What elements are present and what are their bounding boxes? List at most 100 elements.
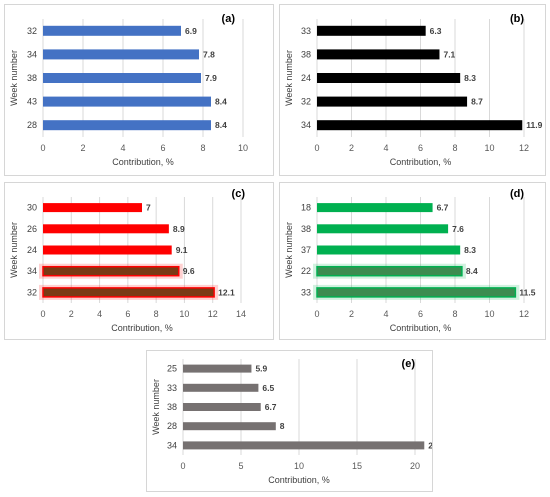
y-tick-label: 34	[27, 266, 37, 276]
x-tick-label: 8	[200, 143, 205, 153]
data-label: 9.1	[176, 245, 188, 255]
data-label: 6.9	[185, 26, 197, 36]
y-tick-label: 33	[301, 287, 311, 297]
bar	[43, 203, 142, 213]
bar	[43, 120, 211, 131]
x-tick-label: 0	[40, 309, 45, 319]
data-label: 7	[146, 203, 151, 213]
bar	[317, 73, 461, 83]
data-label: 7.9	[205, 73, 217, 83]
x-tick-label: 0	[314, 143, 319, 153]
y-tick-label: 33	[301, 26, 311, 36]
data-label: 8.4	[466, 266, 478, 276]
bar	[43, 224, 169, 234]
y-tick-label: 24	[27, 245, 37, 255]
x-tick-label: 6	[418, 309, 423, 319]
bar	[316, 287, 517, 298]
data-label: 6.5	[262, 383, 274, 393]
x-tick-label: 12	[519, 309, 529, 319]
x-axis-label: Contribution, %	[112, 157, 174, 167]
data-label: 8.7	[471, 97, 483, 107]
data-label: 8.4	[215, 97, 227, 107]
bar	[183, 403, 261, 411]
data-label: 11.5	[519, 287, 535, 297]
bar	[317, 49, 440, 60]
data-label: 6.7	[437, 203, 449, 213]
x-tick-label: 6	[125, 309, 130, 319]
data-label: 8.4	[215, 120, 227, 130]
data-label: 5.9	[255, 364, 267, 374]
chart-panel-a: 0 2 4 6 8 10 32 6.9 34 7.8 38 7.9 43 8.4 28 8.4 Contribu…	[4, 4, 274, 176]
panel-label: (a)	[222, 13, 236, 25]
bar	[183, 383, 259, 392]
bar	[43, 49, 199, 60]
panel-label: (e)	[402, 358, 416, 370]
y-tick-label: 38	[301, 49, 311, 59]
x-tick-label: 15	[352, 461, 362, 471]
x-tick-label: 12	[208, 309, 218, 319]
y-tick-label: 38	[301, 224, 311, 234]
y-tick-label: 34	[301, 120, 311, 130]
x-axis-label: Contribution, %	[268, 475, 330, 485]
bar	[317, 245, 461, 255]
x-tick-label: 0	[314, 309, 319, 319]
chart-svg-e: 0 5 10 15 20 25 5.9 33 6.5 38 6.7 28 8 34 20.8 Contribu…	[151, 358, 432, 485]
bar	[316, 265, 463, 277]
x-axis-label: Contribution, %	[111, 323, 173, 333]
x-tick-label: 6	[160, 143, 165, 153]
data-label: 8.3	[464, 73, 476, 83]
bar	[183, 422, 276, 431]
x-tick-label: 5	[238, 461, 243, 471]
bar	[317, 203, 433, 213]
y-tick-label: 38	[27, 73, 37, 83]
data-label: 12.1	[218, 287, 235, 297]
x-tick-label: 4	[383, 309, 388, 319]
y-tick-label: 34	[167, 440, 177, 450]
x-tick-label: 10	[179, 309, 189, 319]
data-label: 11.9	[526, 120, 542, 130]
panel-label: (d)	[510, 188, 524, 200]
chart-panel-c: 0 2 4 6 8 10 12 14 30 7 26 8.9 24 9.1 34 9.6 32 12.1 Contr…	[4, 182, 274, 340]
y-tick-label: 38	[167, 402, 177, 412]
bar	[43, 25, 181, 36]
data-label: 9.6	[183, 266, 195, 276]
y-axis-label: Week number	[284, 222, 294, 278]
data-label: 6.7	[265, 402, 277, 412]
y-axis-label: Week number	[284, 50, 294, 106]
y-tick-label: 25	[167, 364, 177, 374]
x-tick-label: 10	[484, 309, 494, 319]
data-label: 7.1	[443, 49, 455, 59]
y-tick-label: 30	[27, 203, 37, 213]
y-tick-label: 26	[27, 224, 37, 234]
x-tick-label: 4	[97, 309, 102, 319]
bar	[43, 245, 172, 255]
x-tick-label: 4	[383, 143, 388, 153]
x-tick-label: 0	[40, 143, 45, 153]
y-axis-label: Week number	[9, 50, 19, 106]
y-tick-label: 22	[301, 266, 311, 276]
y-tick-label: 32	[27, 26, 37, 36]
x-tick-label: 12	[519, 143, 529, 153]
x-tick-label: 8	[154, 309, 159, 319]
bar	[183, 364, 252, 373]
chart-panel-b: 0 2 4 6 8 10 12 33 6.3 38 7.1 24 8.3 32 8.7 34 11.9 Contr…	[279, 4, 546, 176]
y-tick-label: 28	[167, 421, 177, 431]
y-tick-label: 37	[301, 245, 311, 255]
chart-panel-e: 0 5 10 15 20 25 5.9 33 6.5 38 6.7 28 8 34 20.8 Contribu…	[146, 350, 433, 492]
x-tick-label: 8	[452, 309, 457, 319]
data-label: 6.3	[430, 26, 442, 36]
bar	[42, 265, 180, 277]
y-tick-label: 28	[27, 120, 37, 130]
x-axis-label: Contribution, %	[390, 323, 452, 333]
x-tick-label: 2	[349, 143, 354, 153]
y-tick-label: 43	[27, 97, 37, 107]
panel-label: (b)	[510, 13, 524, 25]
bar	[183, 441, 425, 450]
data-label: 7.8	[203, 49, 215, 59]
bar	[43, 73, 201, 83]
data-label: 8.3	[464, 245, 476, 255]
bar	[317, 25, 426, 36]
chart-panel-d: 0 2 4 6 8 10 12 18 6.7 38 7.6 37 8.3 22 8.4 33 11.5 Contr…	[279, 182, 546, 340]
